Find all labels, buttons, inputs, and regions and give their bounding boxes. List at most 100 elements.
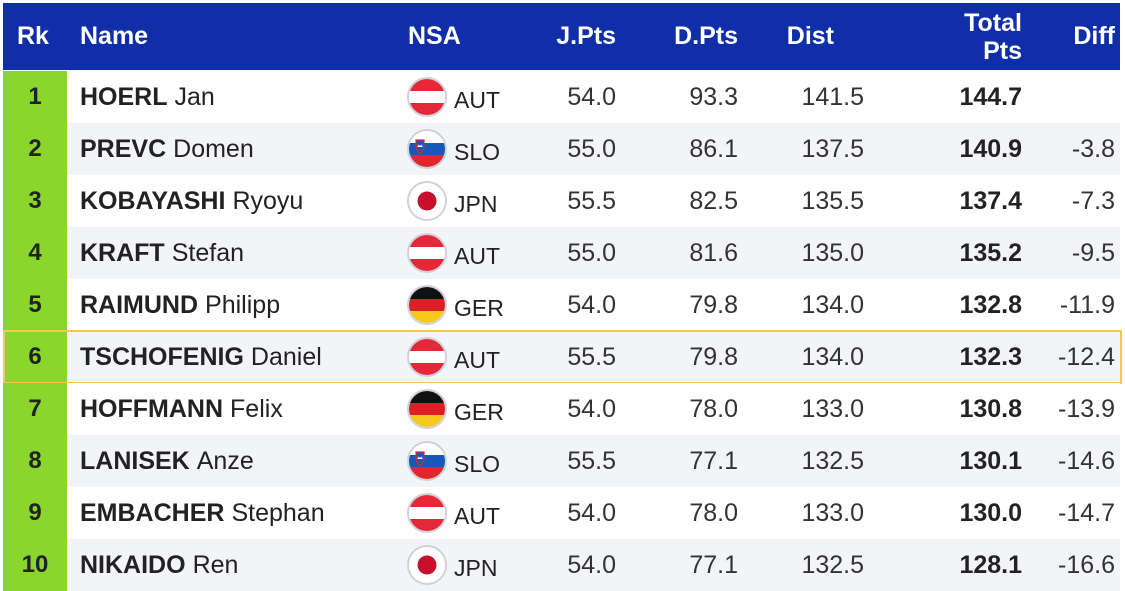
header-total-line1: Total: [964, 8, 1022, 37]
nsa-cell: AUT: [407, 227, 500, 279]
rank-cell: 4: [3, 227, 67, 279]
athlete-first-name: Anze: [196, 446, 254, 475]
table-header: Rk Name NSA J.Pts D.Pts Dist Total Pts D…: [3, 3, 1120, 70]
dist-cell: 134.0: [801, 342, 864, 371]
dpts-cell: 86.1: [689, 134, 738, 163]
athlete-name[interactable]: EMBACHER Stephan: [80, 487, 325, 539]
jpn-flag-icon: [407, 181, 447, 221]
header-nsa[interactable]: NSA: [408, 22, 461, 50]
total-pts-cell: 132.3: [959, 342, 1022, 371]
header-total-line2: Pts: [983, 36, 1022, 65]
dist-cell: 134.0: [801, 290, 864, 319]
athlete-last-name: HOERL: [80, 82, 168, 111]
slo-flag-icon: [407, 129, 447, 169]
rank-cell: 7: [3, 383, 67, 435]
table-row-3[interactable]: 3 KOBAYASHI Ryoyu JPN 55.5 82.5 135.5 13…: [3, 175, 1120, 227]
total-pts-cell: 135.2: [959, 238, 1022, 267]
diff-cell: -3.8: [1071, 134, 1115, 163]
dist-cell: 133.0: [801, 498, 864, 527]
athlete-first-name: Stephan: [231, 498, 325, 527]
athlete-last-name: RAIMUND: [80, 290, 199, 319]
nsa-code: SLO: [454, 450, 501, 477]
nsa-cell: JPN: [407, 175, 497, 227]
jpts-cell: 55.5: [567, 186, 616, 215]
dpts-cell: 77.1: [689, 446, 738, 475]
header-dist[interactable]: Dist: [786, 22, 834, 50]
nsa-cell: GER: [407, 279, 504, 331]
athlete-first-name: Ren: [192, 550, 239, 579]
dpts-cell: 78.0: [689, 498, 738, 527]
table-row-1[interactable]: 1 HOERL Jan AUT 54.0 93.3 141.5 144.7: [3, 71, 1120, 123]
aut-flag-icon: [407, 233, 447, 273]
athlete-name[interactable]: NIKAIDO Ren: [80, 539, 238, 591]
rank-cell: 3: [3, 175, 67, 227]
athlete-name[interactable]: HOFFMANN Felix: [80, 383, 283, 435]
table-row-9[interactable]: 9 EMBACHER Stephan AUT 54.0 78.0 133.0 1…: [3, 487, 1120, 539]
header-total-pts[interactable]: Total Pts: [933, 3, 1022, 70]
jpts-cell: 55.5: [567, 446, 616, 475]
athlete-name[interactable]: LANISEK Anze: [80, 435, 254, 487]
dist-cell: 132.5: [801, 446, 864, 475]
jpts-cell: 55.5: [567, 342, 616, 371]
ger-flag-icon: [407, 389, 447, 429]
diff-cell: -11.9: [1059, 290, 1115, 319]
total-pts-cell: 130.1: [959, 446, 1022, 475]
total-pts-cell: 140.9: [959, 134, 1022, 163]
dpts-cell: 79.8: [689, 342, 738, 371]
diff-cell: -14.6: [1058, 446, 1115, 475]
total-pts-cell: 132.8: [959, 290, 1022, 319]
athlete-last-name: EMBACHER: [80, 498, 225, 527]
jpn-flag-icon: [407, 545, 447, 585]
dist-cell: 135.5: [801, 186, 864, 215]
aut-flag-icon: [407, 337, 447, 377]
table-row-2[interactable]: 2 PREVC Domen SLO 55.0 86.1 137.5 140.9 …: [3, 123, 1120, 175]
ger-flag-icon: [407, 285, 447, 325]
table-row-5[interactable]: 5 RAIMUND Philipp GER 54.0 79.8 134.0 13…: [3, 279, 1120, 331]
athlete-first-name: Domen: [173, 134, 254, 163]
athlete-last-name: HOFFMANN: [80, 394, 224, 423]
rank-cell: 6: [3, 331, 67, 383]
athlete-first-name: Jan: [174, 82, 215, 111]
athlete-name[interactable]: TSCHOFENIG Daniel: [80, 331, 322, 383]
rank-cell: 2: [3, 123, 67, 175]
dist-cell: 133.0: [801, 394, 864, 423]
table-row-4[interactable]: 4 KRAFT Stefan AUT 55.0 81.6 135.0 135.2…: [3, 227, 1120, 279]
athlete-first-name: Felix: [230, 394, 283, 423]
header-name[interactable]: Name: [80, 22, 149, 50]
header-dpts[interactable]: D.Pts: [674, 22, 738, 50]
header-jpts[interactable]: J.Pts: [556, 22, 616, 50]
diff-cell: -9.5: [1071, 238, 1115, 267]
dpts-cell: 79.8: [689, 290, 738, 319]
table-row-7[interactable]: 7 HOFFMANN Felix GER 54.0 78.0 133.0 130…: [3, 383, 1120, 435]
athlete-name[interactable]: RAIMUND Philipp: [80, 279, 280, 331]
jpts-cell: 54.0: [567, 498, 616, 527]
athlete-last-name: LANISEK: [80, 446, 190, 475]
table-row-6[interactable]: 6 TSCHOFENIG Daniel AUT 55.5 79.8 134.0 …: [3, 331, 1120, 383]
jpts-cell: 54.0: [567, 550, 616, 579]
total-pts-cell: 130.0: [959, 498, 1022, 527]
jpts-cell: 55.0: [567, 134, 616, 163]
athlete-name[interactable]: PREVC Domen: [80, 123, 254, 175]
jpts-cell: 54.0: [567, 290, 616, 319]
athlete-last-name: PREVC: [80, 134, 167, 163]
nsa-code: JPN: [454, 190, 498, 217]
header-diff[interactable]: Diff: [1073, 22, 1115, 50]
athlete-name[interactable]: HOERL Jan: [80, 71, 215, 123]
header-rk[interactable]: Rk: [17, 22, 49, 50]
table-row-10[interactable]: 10 NIKAIDO Ren JPN 54.0 77.1 132.5 128.1…: [3, 539, 1120, 591]
aut-flag-icon: [407, 493, 447, 533]
dist-cell: 137.5: [801, 134, 864, 163]
athlete-name[interactable]: KRAFT Stefan: [80, 227, 244, 279]
nsa-cell: AUT: [407, 71, 500, 123]
diff-cell: -16.6: [1058, 550, 1115, 579]
athlete-first-name: Philipp: [205, 290, 281, 319]
rank-cell: 8: [3, 435, 67, 487]
athlete-name[interactable]: KOBAYASHI Ryoyu: [80, 175, 303, 227]
nsa-cell: AUT: [407, 331, 500, 383]
total-pts-cell: 128.1: [959, 550, 1022, 579]
diff-cell: -7.3: [1071, 186, 1115, 215]
athlete-first-name: Stefan: [171, 238, 244, 267]
nsa-cell: JPN: [407, 539, 497, 591]
table-row-8[interactable]: 8 LANISEK Anze SLO 55.5 77.1 132.5 130.1…: [3, 435, 1120, 487]
